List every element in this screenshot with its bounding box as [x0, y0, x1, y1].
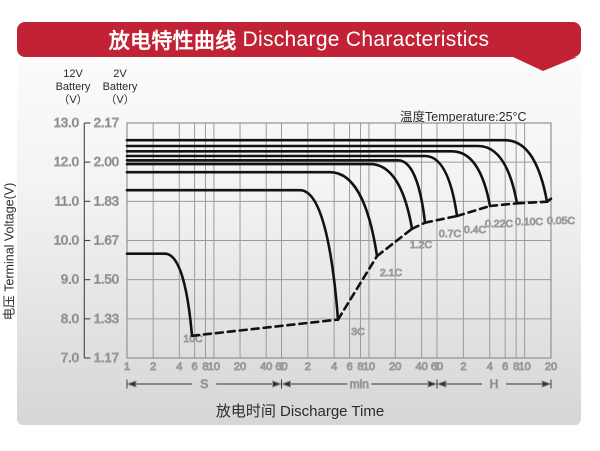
- svg-text:0.4C: 0.4C: [464, 224, 487, 236]
- svg-text:20: 20: [234, 361, 246, 373]
- svg-text:H: H: [490, 377, 499, 391]
- svg-text:3C: 3C: [351, 326, 365, 338]
- svg-text:2: 2: [150, 361, 156, 373]
- svg-text:13.0: 13.0: [54, 115, 79, 130]
- svg-text:40: 40: [415, 361, 427, 373]
- svg-text:2: 2: [460, 361, 466, 373]
- svg-text:4: 4: [487, 361, 493, 373]
- svg-text:2.00: 2.00: [94, 154, 119, 169]
- svg-text:2: 2: [305, 361, 311, 373]
- svg-text:10: 10: [363, 361, 375, 373]
- svg-text:1: 1: [434, 361, 440, 373]
- svg-text:20: 20: [545, 361, 557, 373]
- svg-text:0.05C: 0.05C: [547, 215, 575, 227]
- svg-text:12.0: 12.0: [54, 154, 79, 169]
- svg-text:10.0: 10.0: [54, 233, 79, 248]
- svg-text:0.10C: 0.10C: [515, 216, 543, 228]
- svg-text:6: 6: [502, 361, 508, 373]
- svg-text:8.0: 8.0: [61, 311, 79, 326]
- svg-text:10: 10: [518, 361, 530, 373]
- svg-text:20: 20: [389, 361, 401, 373]
- svg-text:1.50: 1.50: [94, 272, 119, 287]
- svg-text:1.67: 1.67: [94, 233, 119, 248]
- svg-text:1.2C: 1.2C: [410, 239, 433, 251]
- svg-text:1: 1: [124, 361, 130, 373]
- svg-text:6: 6: [346, 361, 352, 373]
- svg-text:4: 4: [331, 361, 337, 373]
- svg-text:0.7C: 0.7C: [439, 228, 462, 240]
- svg-text:9.0: 9.0: [61, 272, 79, 287]
- svg-text:0.22C: 0.22C: [485, 218, 513, 230]
- svg-text:min: min: [350, 377, 369, 391]
- svg-text:S: S: [200, 377, 208, 391]
- svg-text:6: 6: [192, 361, 198, 373]
- svg-text:1.83: 1.83: [94, 193, 119, 208]
- svg-text:2.17: 2.17: [94, 115, 119, 130]
- svg-text:1: 1: [278, 361, 284, 373]
- svg-text:1.33: 1.33: [94, 311, 119, 326]
- svg-text:7.0: 7.0: [61, 350, 79, 365]
- svg-text:10: 10: [208, 361, 220, 373]
- svg-text:11.0: 11.0: [55, 193, 79, 208]
- svg-text:4: 4: [176, 361, 182, 373]
- svg-text:2.1C: 2.1C: [380, 267, 403, 279]
- svg-text:40: 40: [260, 361, 272, 373]
- svg-text:1.17: 1.17: [94, 350, 119, 365]
